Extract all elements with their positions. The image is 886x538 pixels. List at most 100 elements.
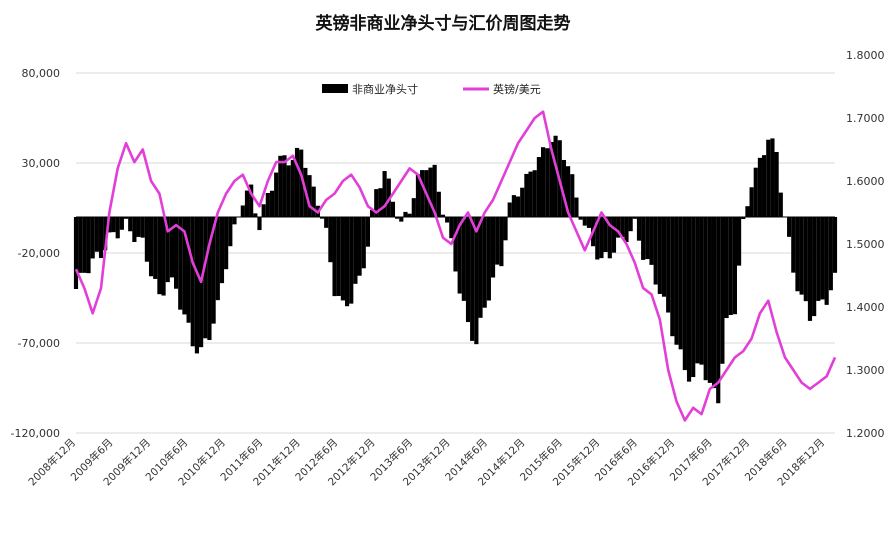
net-position-bar: [90, 217, 95, 259]
net-position-bar: [832, 217, 838, 273]
net-position-bar: [528, 171, 533, 217]
net-position-bar: [299, 149, 304, 217]
net-position-bar: [94, 217, 99, 252]
net-position-bar: [670, 217, 675, 337]
net-position-bar: [653, 217, 658, 285]
net-position-bar: [211, 217, 216, 324]
net-position-bar: [578, 217, 583, 220]
net-position-bar: [732, 217, 737, 315]
net-position-bar: [540, 147, 546, 217]
net-position-bar: [186, 217, 191, 323]
net-position-bar: [78, 217, 83, 273]
y-right-tick-label: 1.2000: [846, 427, 885, 440]
net-position-bar: [203, 217, 208, 339]
net-position-bar: [107, 217, 112, 233]
net-position-bar: [261, 204, 266, 217]
net-position-bar: [174, 217, 179, 289]
net-position-bar: [115, 217, 120, 239]
net-position-bar: [153, 217, 158, 279]
net-position-bar: [440, 214, 446, 217]
net-position-bar: [645, 217, 650, 260]
net-position-bar: [695, 217, 700, 364]
net-position-bar: [561, 159, 567, 217]
net-position-bar: [499, 217, 504, 267]
net-position-bar: [616, 217, 621, 238]
net-position-bar: [445, 217, 450, 223]
net-position-bar: [207, 217, 212, 341]
net-position-bar: [403, 211, 408, 217]
net-position-bar: [820, 217, 825, 300]
legend-label-gbpusd: 英镑/美元: [493, 82, 541, 96]
net-position-bar: [98, 217, 104, 259]
net-position-bar: [461, 217, 466, 301]
net-position-bar: [503, 217, 508, 241]
net-position-bar: [795, 217, 800, 292]
net-position-bar: [536, 157, 541, 217]
net-position-bar: [73, 217, 79, 289]
net-position-bar: [678, 217, 683, 350]
net-position-bar: [194, 217, 200, 354]
y-left-tick-label: 30,000: [22, 157, 61, 170]
net-position-bar: [365, 217, 371, 247]
net-position-bar: [311, 186, 316, 217]
net-position-bar: [103, 217, 108, 251]
net-position-bar: [161, 217, 166, 296]
net-position-bar: [582, 217, 587, 226]
net-position-bar: [470, 217, 475, 341]
net-position-bar: [636, 217, 642, 241]
net-position-bar: [674, 217, 679, 345]
net-position-bar: [507, 202, 512, 217]
net-position-bar: [140, 217, 145, 238]
net-position-bar: [361, 217, 366, 269]
net-position-bar: [215, 217, 220, 301]
net-position-bar: [382, 171, 387, 217]
net-position-bar: [290, 159, 295, 217]
y-right-tick-label: 1.5000: [846, 238, 885, 251]
net-position-bar: [486, 217, 491, 301]
net-position-bar: [294, 147, 300, 217]
net-position-bar: [253, 213, 258, 217]
net-position-bar: [720, 217, 725, 364]
net-position-bar: [520, 187, 525, 217]
net-position-bar: [128, 217, 133, 232]
net-position-bar: [274, 172, 279, 217]
y-left-tick-label: -70,000: [18, 337, 60, 350]
net-position-bar: [399, 217, 404, 222]
net-position-bar: [620, 217, 625, 238]
net-position-bar: [244, 190, 250, 217]
net-position-bar: [282, 155, 287, 217]
net-position-bar: [178, 217, 183, 310]
net-position-bar: [374, 189, 379, 217]
net-position-bar: [344, 217, 350, 307]
net-position-bar: [269, 190, 275, 217]
net-position-bar: [545, 148, 550, 217]
net-position-bar: [390, 201, 396, 217]
net-position-bar: [436, 191, 441, 217]
gbpusd-line: [74, 110, 837, 422]
net-position-bar: [570, 174, 575, 217]
y-left-tick-label: -20,000: [18, 247, 60, 260]
net-position-bar: [457, 217, 462, 294]
net-position-bar: [524, 173, 529, 217]
net-position-bar: [224, 217, 229, 270]
net-position-bar: [307, 175, 312, 217]
net-position-bar: [240, 205, 245, 217]
y-axis-right: 1.8000 1.7000 1.6000 1.5000 1.4000 1.3000 1.20…: [846, 49, 885, 440]
net-position-bar: [711, 217, 717, 389]
net-position-bar: [716, 217, 721, 404]
net-position-bar: [232, 217, 237, 225]
net-position-bar: [82, 217, 87, 273]
net-position-bar: [132, 217, 137, 242]
net-position-bar: [549, 141, 554, 217]
net-position-bar: [165, 217, 170, 283]
net-position-bar: [511, 195, 516, 217]
net-position-bar: [490, 217, 496, 278]
net-position-bar: [257, 217, 262, 231]
net-position-bar: [228, 217, 233, 247]
net-position-bar: [624, 217, 629, 243]
y-left-tick-label: 80,000: [22, 67, 61, 80]
net-position-bar: [278, 155, 283, 217]
net-position-bar: [182, 217, 187, 315]
net-position-bar: [449, 217, 454, 239]
